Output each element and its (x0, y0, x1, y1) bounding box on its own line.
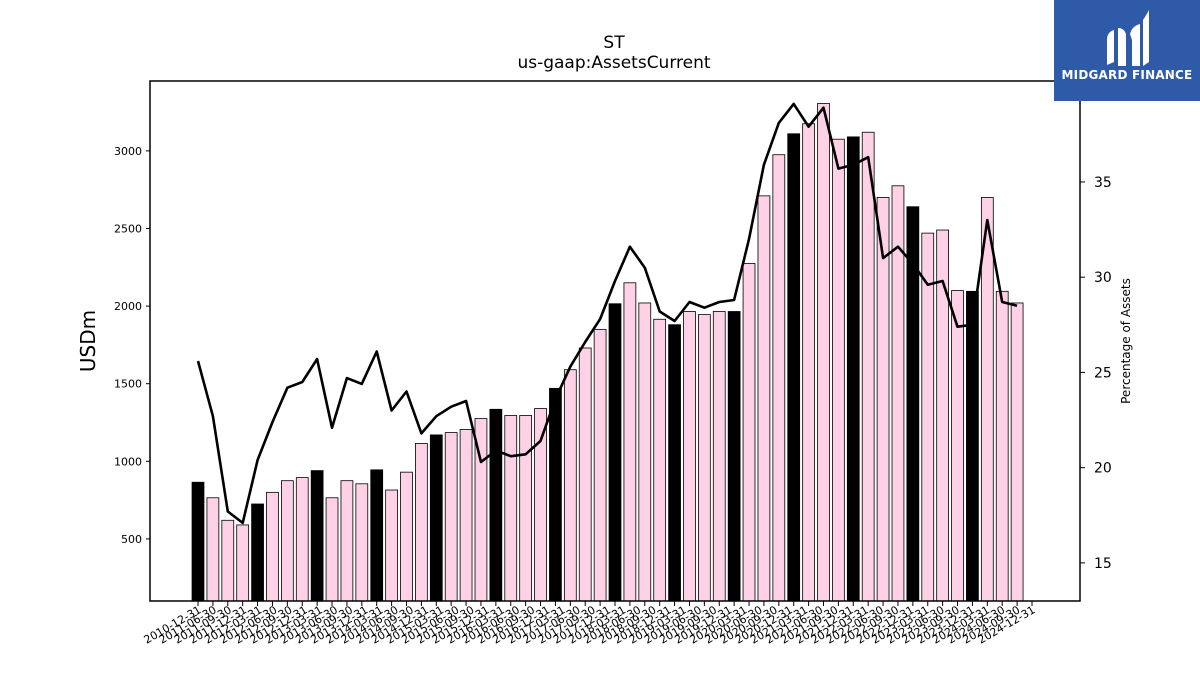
bar-2023-12-31 (966, 290, 979, 602)
bar-2017-09-30 (593, 328, 607, 602)
bar-2023-06-30 (936, 229, 950, 602)
bar-2012-06-30 (280, 480, 294, 602)
bar-2022-03-31 (861, 131, 875, 602)
y2-axis-ticks: 15 20 25 30 35 (1080, 175, 1112, 572)
y-tick-label: 500 (121, 533, 142, 546)
bar-2011-03-31 (206, 497, 220, 602)
chart-title: ST (603, 33, 625, 53)
bar-2013-09-30 (355, 483, 369, 602)
bar-2018-12-31 (668, 324, 681, 602)
y2-axis-label: Percentage of Assets (1119, 278, 1133, 404)
bar-2014-03-31 (385, 489, 398, 602)
bar-2019-09-30 (712, 311, 726, 602)
bar-2021-06-30 (817, 103, 830, 602)
bar-2012-09-30 (295, 477, 309, 602)
bar-2020-06-30 (757, 195, 771, 602)
bar-2011-09-30 (236, 524, 250, 602)
bars-group (191, 103, 1024, 602)
y2-tick-label: 20 (1094, 461, 1112, 477)
bar-2011-06-30 (221, 519, 235, 602)
y-axis-label: USDm (76, 310, 100, 372)
bar-2023-03-31 (921, 232, 935, 602)
bar-2016-03-31 (504, 415, 518, 602)
bar-2010-12-31 (191, 481, 205, 602)
bar-2024-06-30 (995, 290, 1009, 602)
bar-2014-09-30 (415, 443, 428, 602)
y-tick-label: 2500 (114, 222, 142, 235)
bar-2015-03-31 (444, 432, 458, 602)
y-tick-label: 2000 (114, 300, 142, 313)
bar-2014-06-30 (400, 471, 413, 602)
bar-2021-09-30 (832, 138, 845, 602)
bar-2021-12-31 (846, 136, 860, 602)
bar-2016-06-30 (519, 415, 533, 602)
bar-2012-12-31 (310, 470, 324, 602)
bar-2023-09-30 (951, 290, 964, 602)
y-tick-label: 1000 (114, 455, 142, 468)
y2-tick-label: 15 (1094, 556, 1112, 572)
bar-2020-09-30 (772, 154, 786, 602)
bar-2017-06-30 (578, 347, 592, 602)
bar-2013-12-31 (370, 469, 384, 602)
plot-frame (149, 80, 1081, 602)
bar-2018-06-30 (638, 302, 652, 602)
bar-2018-03-31 (623, 282, 637, 602)
chart-subtitle: us-gaap:AssetsCurrent (517, 53, 710, 73)
bar-2019-06-30 (698, 314, 711, 602)
bar-2014-12-31 (429, 434, 443, 602)
bar-2011-12-31 (251, 503, 264, 602)
bar-2020-12-31 (787, 133, 801, 602)
y-tick-label: 1500 (114, 378, 142, 391)
bar-2016-12-31 (549, 387, 562, 602)
midgard-finance-logo: MIDGARD FINANCE (1054, 0, 1200, 101)
midgard-logo-icon (1107, 10, 1149, 66)
bar-2015-06-30 (459, 429, 473, 602)
y2-tick-label: 35 (1094, 175, 1112, 191)
bar-2013-06-30 (340, 480, 354, 602)
line-layer (196, 102, 1018, 525)
bar-2017-03-31 (563, 369, 577, 602)
bar-2017-12-31 (608, 303, 622, 602)
bar-2018-09-30 (653, 318, 667, 602)
percentage-line (196, 102, 1018, 525)
y-tick-label: 3000 (114, 145, 142, 158)
bar-2015-12-31 (489, 408, 503, 602)
y-axis-ticks: 500 1000 1500 2000 2500 3000 (114, 145, 150, 546)
bar-2020-03-31 (742, 262, 756, 602)
bar-2013-03-31 (325, 497, 339, 602)
bar-2012-03-31 (266, 491, 279, 602)
y2-tick-label: 25 (1094, 365, 1112, 381)
x-axis-ticks: 2010-12-312011-06-302011-09-302011-12-31… (142, 601, 1038, 647)
bar-2019-12-31 (727, 311, 741, 602)
logo-text: MIDGARD FINANCE (1061, 68, 1193, 82)
y2-tick-label: 30 (1094, 270, 1112, 286)
bar-2019-03-31 (683, 311, 696, 602)
bar-2021-03-31 (802, 123, 815, 602)
bar-2024-09-30 (1010, 302, 1024, 602)
